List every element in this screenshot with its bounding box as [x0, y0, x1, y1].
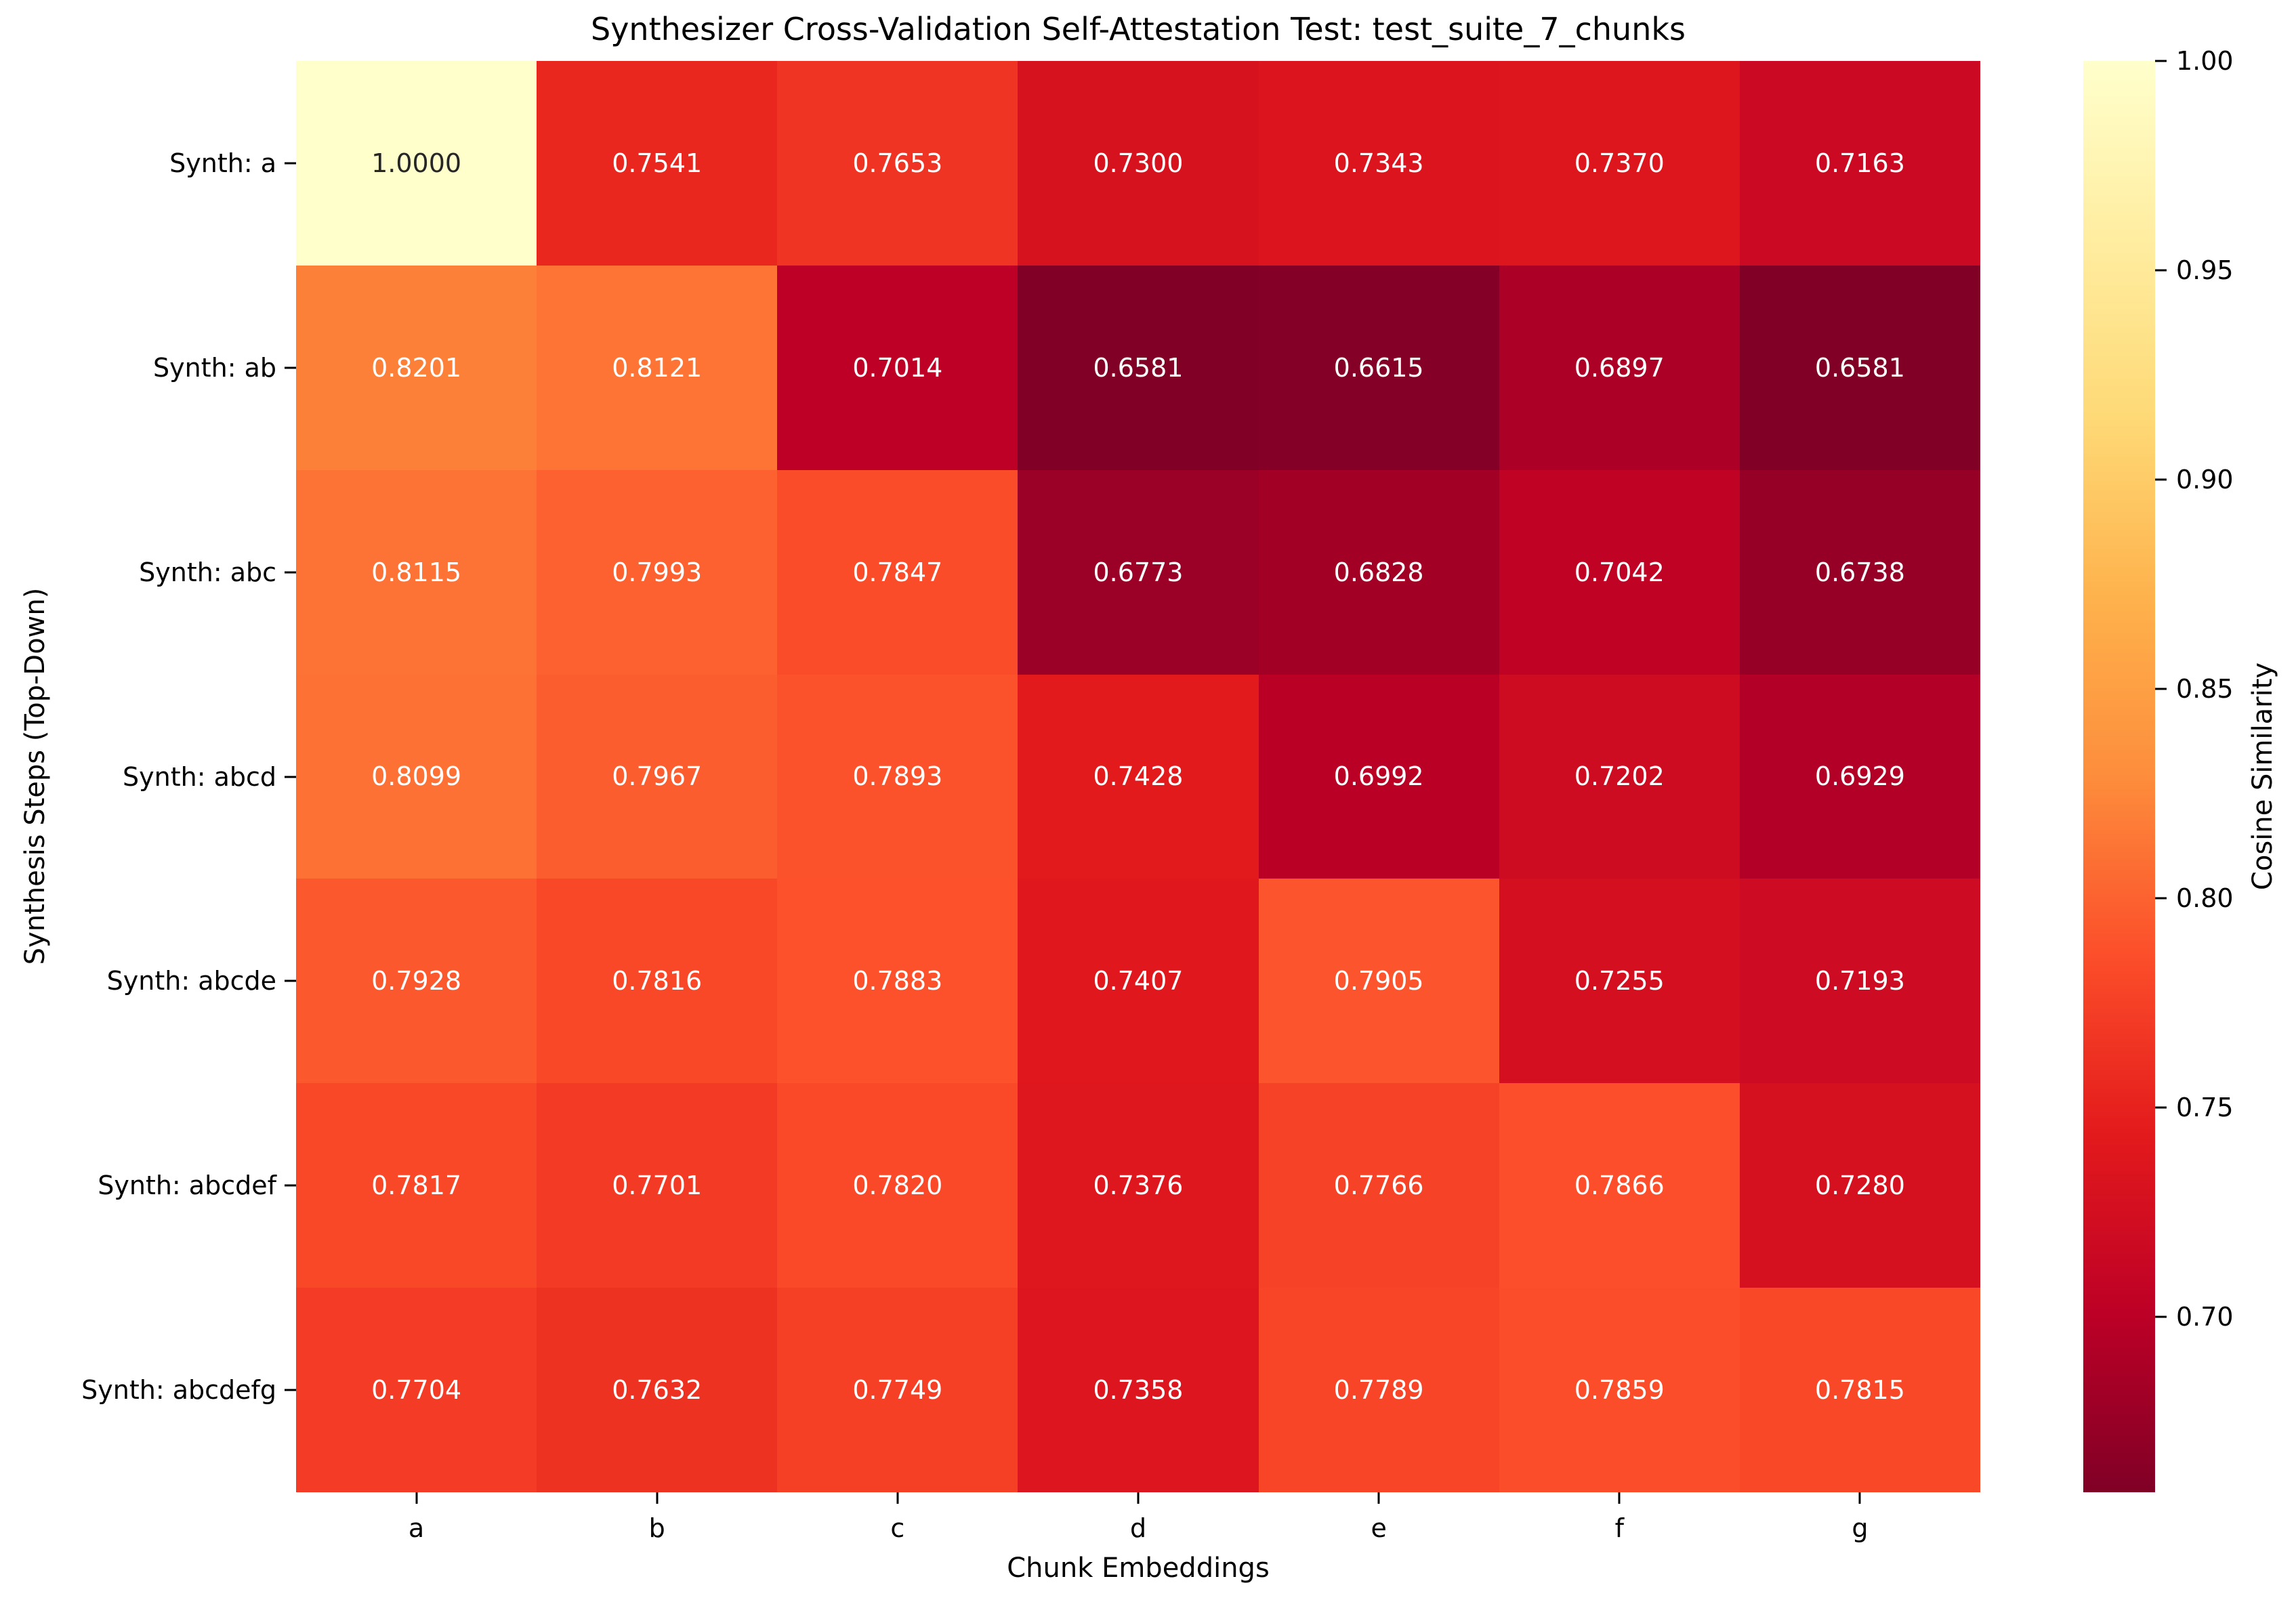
heatmap-cell: 0.7704: [296, 1288, 537, 1492]
y-tick-label: Synth: abc: [139, 557, 276, 587]
x-axis-label: Chunk Embeddings: [1007, 1553, 1270, 1584]
colorbar-tick-mark: [2155, 897, 2167, 900]
y-tick-mark: [285, 979, 296, 982]
heatmap-cell: 0.7300: [1018, 61, 1259, 266]
heatmap-cell: 0.7541: [537, 61, 778, 266]
x-tick-label: f: [1614, 1513, 1624, 1543]
colorbar-tick-mark: [2155, 1315, 2167, 1318]
y-tick-label: Synth: ab: [153, 352, 276, 383]
y-tick-mark: [285, 366, 296, 369]
y-tick-mark: [285, 776, 296, 778]
heatmap-cell: 0.8121: [537, 265, 778, 470]
heatmap-cell: 0.7193: [1739, 879, 1980, 1084]
x-tick-mark: [1137, 1492, 1140, 1504]
heatmap-cell: 0.6773: [1018, 469, 1259, 675]
heatmap-cell: 0.7883: [777, 879, 1018, 1084]
heatmap-cell: 0.7993: [537, 469, 778, 675]
y-tick-label: Synth: abcdef: [98, 1171, 276, 1201]
heatmap-cell: 0.7893: [777, 674, 1018, 879]
x-tick-mark: [1377, 1492, 1380, 1504]
y-tick-mark: [285, 1184, 296, 1187]
colorbar-tick-label: 0.75: [2176, 1093, 2234, 1123]
heatmap-cell: 0.7859: [1499, 1288, 1740, 1492]
heatmap-cell: 0.7749: [777, 1288, 1018, 1492]
heatmap-cell: 0.7255: [1499, 879, 1740, 1084]
x-tick-label: e: [1371, 1513, 1387, 1543]
y-tick-mark: [285, 162, 296, 165]
heatmap-cell: 0.7280: [1739, 1083, 1980, 1288]
x-tick-mark: [1618, 1492, 1621, 1504]
heatmap-cell: 0.7163: [1739, 61, 1980, 266]
x-tick-mark: [415, 1492, 418, 1504]
colorbar-tick-mark: [2155, 688, 2167, 690]
y-tick-mark: [285, 571, 296, 574]
heatmap-cell: 0.7376: [1018, 1083, 1259, 1288]
heatmap-cell: 0.7816: [537, 879, 778, 1084]
x-tick-label: d: [1129, 1513, 1147, 1543]
heatmap-grid: 1.0000 0.7541 0.7653 0.7300 0.7343 0.7370 0.71…: [296, 61, 1980, 1492]
heatmap-cell: 0.7370: [1499, 61, 1740, 266]
colorbar-label: Cosine Similarity: [2247, 662, 2278, 891]
heatmap-cell: 0.7789: [1258, 1288, 1499, 1492]
heatmap-cell: 0.7202: [1499, 674, 1740, 879]
x-tick-label: g: [1852, 1513, 1869, 1543]
y-tick-label: Synth: abcdefg: [81, 1375, 276, 1406]
x-tick-label: a: [408, 1513, 425, 1543]
heatmap-cell: 0.6615: [1258, 265, 1499, 470]
heatmap-cell: 0.7866: [1499, 1083, 1740, 1288]
x-tick-mark: [1858, 1492, 1861, 1504]
heatmap-cell: 0.7632: [537, 1288, 778, 1492]
heatmap-cell: 0.6581: [1739, 265, 1980, 470]
heatmap-cell: 0.7358: [1018, 1288, 1259, 1492]
heatmap-cell: 0.6581: [1018, 265, 1259, 470]
chart-title: Synthesizer Cross-Validation Self-Attest…: [591, 11, 1686, 47]
heatmap-cell: 0.6738: [1739, 469, 1980, 675]
x-tick-mark: [896, 1492, 899, 1504]
heatmap-cell: 0.8201: [296, 265, 537, 470]
colorbar-tick-label: 0.95: [2176, 255, 2234, 285]
x-tick-mark: [656, 1492, 659, 1504]
colorbar-tick-label: 0.70: [2176, 1302, 2234, 1332]
heatmap-cell: 0.7653: [777, 61, 1018, 266]
heatmap-cell: 0.7820: [777, 1083, 1018, 1288]
colorbar-tick-label: 0.85: [2176, 674, 2234, 704]
heatmap-cell: 0.7407: [1018, 879, 1259, 1084]
colorbar-tick-label: 0.80: [2176, 883, 2234, 914]
x-tick-label: c: [890, 1513, 905, 1543]
heatmap-cell: 1.0000: [296, 61, 537, 266]
y-tick-label: Synth: a: [169, 148, 276, 178]
heatmap-cell: 0.7847: [777, 469, 1018, 675]
colorbar-tick-label: 1.00: [2176, 46, 2234, 76]
heatmap-cell: 0.8099: [296, 674, 537, 879]
heatmap-cell: 0.7042: [1499, 469, 1740, 675]
colorbar-tick-mark: [2155, 1106, 2167, 1109]
y-tick-label: Synth: abcde: [106, 966, 276, 996]
heatmap-cell: 0.7967: [537, 674, 778, 879]
colorbar-gradient: [2083, 61, 2155, 1492]
heatmap-cell: 0.7701: [537, 1083, 778, 1288]
colorbar-tick-mark: [2155, 269, 2167, 272]
heatmap-cell: 0.6828: [1258, 469, 1499, 675]
heatmap-cell: 0.7928: [296, 879, 537, 1084]
colorbar-tick-mark: [2155, 60, 2167, 62]
heatmap-cell: 0.6929: [1739, 674, 1980, 879]
y-tick-label: Synth: abcd: [123, 761, 276, 792]
heatmap-cell: 0.7343: [1258, 61, 1499, 266]
heatmap-cell: 0.7817: [296, 1083, 537, 1288]
colorbar-tick-label: 0.90: [2176, 465, 2234, 495]
heatmap-cell: 0.7905: [1258, 879, 1499, 1084]
colorbar-tick-mark: [2155, 478, 2167, 481]
y-tick-mark: [285, 1389, 296, 1391]
heatmap-cell: 0.7766: [1258, 1083, 1499, 1288]
heatmap-cell: 0.6897: [1499, 265, 1740, 470]
heatmap-cell: 0.8115: [296, 469, 537, 675]
heatmap-cell: 0.7014: [777, 265, 1018, 470]
heatmap-cell: 0.6992: [1258, 674, 1499, 879]
x-tick-label: b: [648, 1513, 665, 1543]
heatmap-cell: 0.7815: [1739, 1288, 1980, 1492]
heatmap-cell: 0.7428: [1018, 674, 1259, 879]
